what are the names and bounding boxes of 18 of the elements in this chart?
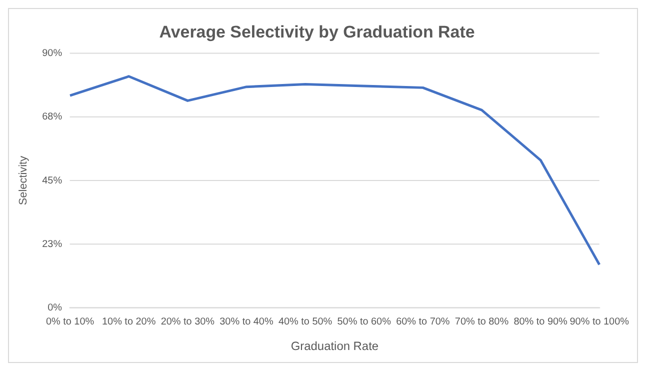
y-tick-label: 0% — [48, 302, 62, 314]
x-tick-label: 20% to 30% — [160, 316, 215, 328]
x-tick-label: 10% to 20% — [102, 316, 156, 328]
y-tick-label: 90% — [42, 48, 62, 59]
y-tick-label: 23% — [42, 238, 62, 250]
x-tick-label: 40% to 50% — [278, 316, 332, 328]
x-tick-label: 70% to 80% — [454, 316, 509, 328]
chart-title: Average Selectivity by Graduation Rate — [159, 22, 475, 42]
x-tick-label: 80% to 90% — [514, 316, 568, 328]
y-axis-title: Selectivity — [18, 155, 30, 206]
y-tick-label: 45% — [42, 175, 62, 186]
x-axis-title: Graduation Rate — [290, 339, 379, 354]
x-tick-label: 50% to 60% — [337, 316, 392, 328]
x-tick-label: 30% to 40% — [220, 316, 274, 328]
x-tick-label: 60% to 70% — [396, 316, 450, 328]
y-tick-label: 68% — [42, 112, 62, 123]
x-tick-label: 0% to 10% — [46, 316, 94, 328]
x-tick-label: 90% to 100% — [570, 316, 630, 328]
